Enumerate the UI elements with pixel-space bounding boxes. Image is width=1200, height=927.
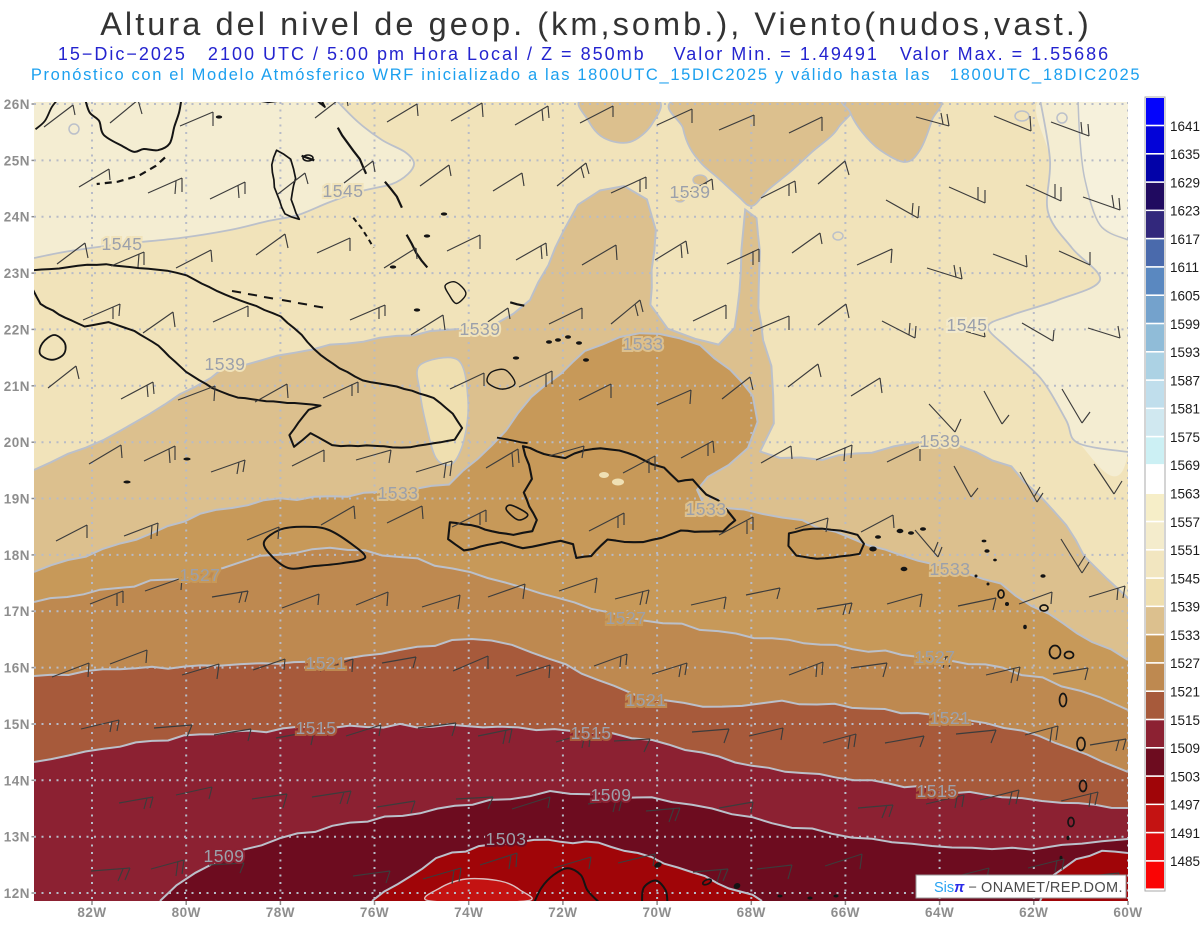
svg-text:1509: 1509 <box>204 846 245 866</box>
svg-text:12N: 12N <box>4 886 30 901</box>
svg-text:25N: 25N <box>4 153 30 168</box>
svg-text:1503: 1503 <box>486 829 527 849</box>
svg-text:70W: 70W <box>642 905 671 920</box>
svg-text:1533: 1533 <box>1170 628 1200 643</box>
svg-text:1503: 1503 <box>1170 769 1200 784</box>
svg-text:24N: 24N <box>4 210 30 225</box>
svg-text:1545: 1545 <box>947 315 988 335</box>
svg-text:1557: 1557 <box>1170 515 1200 530</box>
svg-text:72W: 72W <box>548 905 577 920</box>
svg-text:1593: 1593 <box>1170 345 1200 360</box>
svg-text:1617: 1617 <box>1170 232 1200 247</box>
svg-text:1545: 1545 <box>102 234 143 254</box>
svg-text:1581: 1581 <box>1170 402 1200 417</box>
svg-text:1527: 1527 <box>915 647 956 667</box>
svg-text:76W: 76W <box>360 905 389 920</box>
svg-text:26N: 26N <box>4 97 30 112</box>
svg-text:68W: 68W <box>737 905 766 920</box>
svg-text:1515: 1515 <box>296 718 337 738</box>
svg-text:1485: 1485 <box>1170 854 1200 869</box>
svg-text:62W: 62W <box>1019 905 1048 920</box>
svg-text:1599: 1599 <box>1170 317 1200 332</box>
svg-text:1623: 1623 <box>1170 204 1200 219</box>
svg-text:1533: 1533 <box>930 559 971 579</box>
svg-text:20N: 20N <box>4 435 30 450</box>
svg-text:1575: 1575 <box>1170 430 1200 445</box>
svg-text:23N: 23N <box>4 266 30 281</box>
svg-text:13N: 13N <box>4 830 30 845</box>
svg-text:1635: 1635 <box>1170 147 1200 162</box>
svg-text:1539: 1539 <box>1170 600 1200 615</box>
svg-text:1533: 1533 <box>623 334 664 354</box>
svg-text:1539: 1539 <box>920 431 961 451</box>
svg-text:1533: 1533 <box>378 483 419 503</box>
svg-text:1527: 1527 <box>180 565 221 585</box>
svg-text:1515: 1515 <box>1170 713 1200 728</box>
svg-text:1527: 1527 <box>1170 656 1200 671</box>
svg-text:1521: 1521 <box>930 708 971 728</box>
svg-text:17N: 17N <box>4 604 30 619</box>
svg-text:78W: 78W <box>266 905 295 920</box>
svg-text:19N: 19N <box>4 492 30 507</box>
svg-text:80W: 80W <box>172 905 201 920</box>
svg-text:1611: 1611 <box>1170 260 1199 275</box>
svg-text:21N: 21N <box>4 379 30 394</box>
svg-text:1551: 1551 <box>1170 543 1200 558</box>
svg-text:1497: 1497 <box>1170 798 1200 813</box>
svg-text:74W: 74W <box>454 905 483 920</box>
svg-text:14N: 14N <box>4 773 30 788</box>
svg-text:60W: 60W <box>1113 905 1142 920</box>
svg-text:1569: 1569 <box>1170 458 1200 473</box>
svg-text:1509: 1509 <box>1170 741 1200 756</box>
svg-text:1509: 1509 <box>591 785 632 805</box>
svg-text:1521: 1521 <box>1170 685 1200 700</box>
svg-text:66W: 66W <box>831 905 860 920</box>
svg-text:1587: 1587 <box>1170 373 1200 388</box>
svg-text:18N: 18N <box>4 548 30 563</box>
svg-text:82W: 82W <box>77 905 106 920</box>
svg-text:Sisπ − ONAMET/REP.DOM.: Sisπ − ONAMET/REP.DOM. <box>934 880 1123 896</box>
svg-text:1491: 1491 <box>1170 826 1200 841</box>
svg-text:1545: 1545 <box>1170 571 1200 586</box>
svg-text:1539: 1539 <box>670 182 711 202</box>
svg-text:1545: 1545 <box>323 181 364 201</box>
svg-text:1539: 1539 <box>205 354 246 374</box>
svg-text:1533: 1533 <box>686 499 727 519</box>
svg-text:1521: 1521 <box>626 690 667 710</box>
svg-text:1539: 1539 <box>460 319 501 339</box>
svg-text:1527: 1527 <box>606 608 647 628</box>
svg-text:1629: 1629 <box>1170 175 1200 190</box>
svg-text:1605: 1605 <box>1170 289 1200 304</box>
svg-text:1521: 1521 <box>306 653 347 673</box>
svg-text:1515: 1515 <box>571 723 612 743</box>
svg-text:22N: 22N <box>4 322 30 337</box>
svg-text:1515: 1515 <box>917 781 958 801</box>
svg-text:16N: 16N <box>4 661 30 676</box>
svg-text:1641: 1641 <box>1170 119 1200 134</box>
svg-text:1563: 1563 <box>1170 487 1200 502</box>
svg-text:64W: 64W <box>925 905 954 920</box>
svg-text:15N: 15N <box>4 717 30 732</box>
